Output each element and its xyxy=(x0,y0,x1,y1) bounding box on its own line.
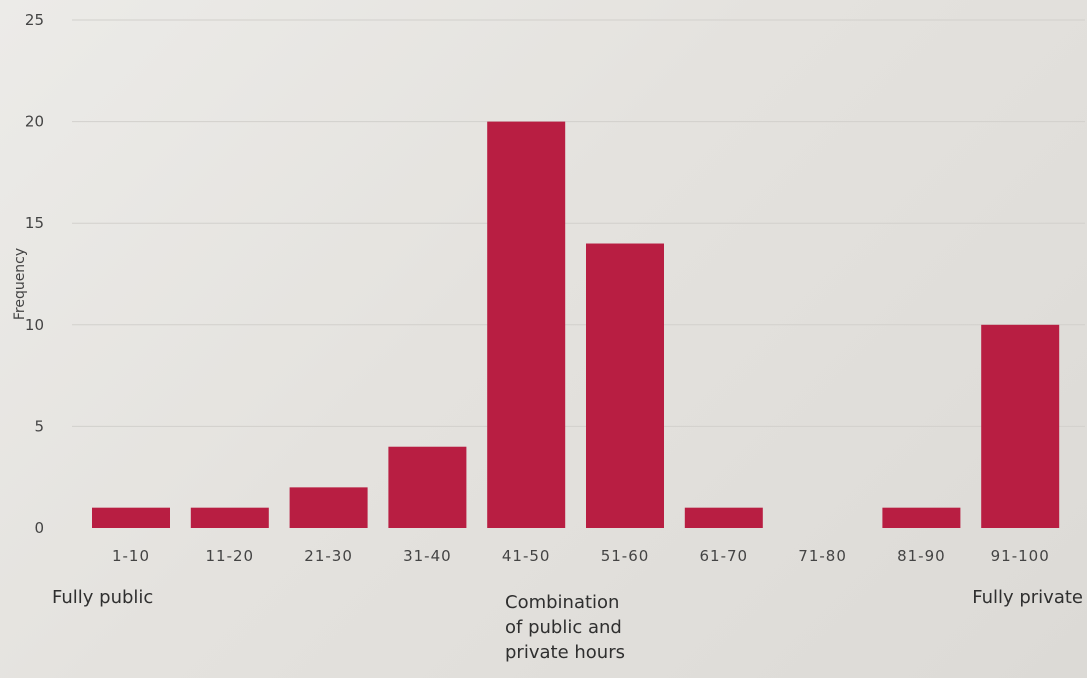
x-tick-label: 1-10 xyxy=(112,547,150,565)
bars xyxy=(92,121,1060,528)
annotation-combination: Combination of public and private hours xyxy=(505,590,625,665)
y-tick-label: 0 xyxy=(34,519,44,537)
annotation-fully-public: Fully public xyxy=(52,587,154,608)
bar-21-30 xyxy=(289,487,368,528)
y-tick-label: 5 xyxy=(34,417,44,435)
annotation-combination-line-1: Combination xyxy=(505,592,620,613)
y-tick-label: 25 xyxy=(25,11,44,29)
bar-1-10 xyxy=(92,507,170,528)
y-axis-ticks: 0 5 10 15 20 25 xyxy=(25,11,44,537)
y-tick-label: 10 xyxy=(25,316,44,334)
y-tick-label: 20 xyxy=(25,113,44,131)
annotation-fully-private: Fully private xyxy=(972,587,1083,608)
y-axis-label: Frequency xyxy=(12,248,28,320)
bar-81-90 xyxy=(882,507,961,528)
x-tick-label: 11-20 xyxy=(206,547,255,565)
annotation-combination-line-3: private hours xyxy=(505,642,625,663)
bar-11-20 xyxy=(190,507,269,528)
x-tick-label: 51-60 xyxy=(601,547,650,565)
x-tick-label: 61-70 xyxy=(700,547,749,565)
bar-91-100 xyxy=(981,324,1060,528)
bar-51-60 xyxy=(586,243,664,528)
x-tick-label: 41-50 xyxy=(502,547,551,565)
annotation-combination-line-2: of public and xyxy=(505,617,622,638)
x-tick-label: 71-80 xyxy=(798,547,847,565)
x-tick-label: 31-40 xyxy=(403,547,452,565)
bar-31-40 xyxy=(388,446,467,528)
gridlines xyxy=(72,19,1085,427)
x-tick-label: 81-90 xyxy=(897,547,946,565)
x-tick-label: 91-100 xyxy=(991,547,1050,565)
x-axis-ticks: 1-10 11-20 21-30 31-40 41-50 51-60 61-70 71-80 8… xyxy=(112,547,1050,565)
x-tick-label: 21-30 xyxy=(304,547,353,565)
bar-61-70 xyxy=(684,507,763,528)
bar-41-50 xyxy=(487,121,566,528)
y-tick-label: 15 xyxy=(25,214,44,232)
